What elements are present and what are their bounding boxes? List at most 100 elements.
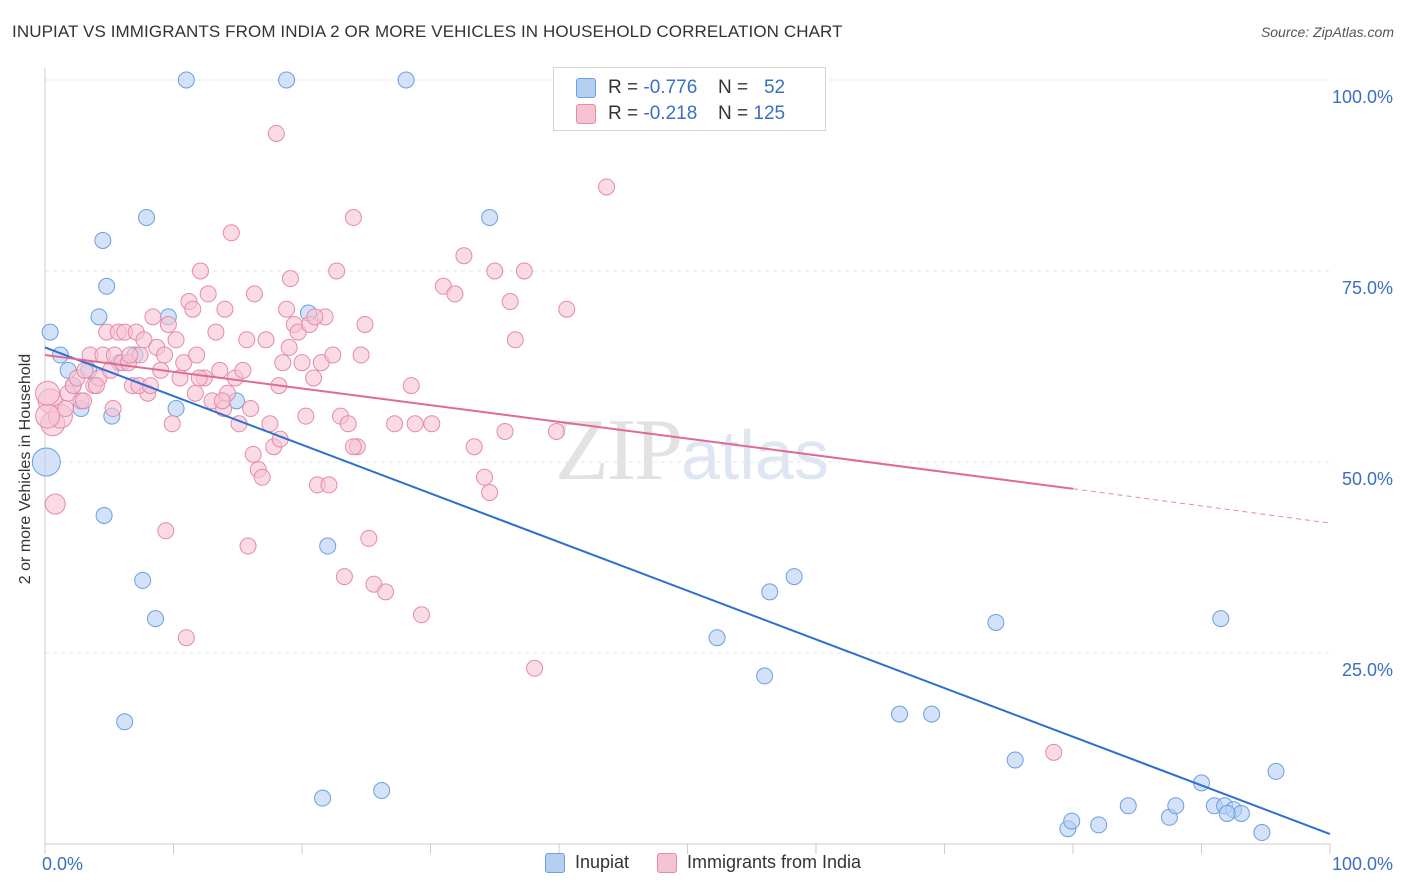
point-inupiat [761, 583, 779, 601]
point-inupiat [1063, 812, 1081, 830]
legend-item-inupiat[interactable]: Inupiat [544, 852, 629, 873]
point-inupiat [708, 629, 726, 647]
point-india [216, 300, 234, 318]
point-india [211, 361, 229, 379]
stats-legend: R = -0.776 N = 52 R = -0.218 N = 125 [553, 67, 826, 131]
point-india [320, 476, 338, 494]
watermark-atlas: atlas [681, 416, 829, 494]
india-n: N = 125 [718, 103, 785, 125]
point-india [297, 407, 315, 425]
point-india [190, 369, 208, 387]
point-india [253, 468, 271, 486]
point-india [159, 315, 177, 333]
point-inupiat [987, 613, 1005, 631]
point-india [135, 331, 153, 349]
x-tick-label: 100.0% [1332, 854, 1393, 874]
point-india [144, 308, 162, 326]
legend-label-inupiat: Inupiat [574, 852, 629, 872]
point-inupiat [1119, 797, 1137, 815]
point-inupiat [481, 209, 499, 227]
watermark: ZIPatlas [555, 400, 829, 501]
legend-label-india: Immigrants from India [686, 852, 862, 872]
n-value: 125 [753, 103, 786, 124]
point-india [35, 380, 61, 406]
chart-title: INUPIAT VS IMMIGRANTS FROM INDIA 2 OR MO… [12, 22, 843, 41]
point-india [207, 323, 225, 341]
point-inupiat [1253, 824, 1271, 842]
point-india [475, 468, 493, 486]
point-india [344, 438, 362, 456]
series-india [35, 124, 1063, 761]
point-india [1045, 743, 1063, 761]
point-india [402, 377, 420, 395]
point-india [335, 568, 353, 586]
point-india [455, 247, 473, 265]
point-inupiat [1232, 804, 1250, 822]
r-label: R = [608, 77, 639, 98]
point-india [558, 300, 576, 318]
point-india [44, 493, 66, 515]
point-india [598, 178, 616, 196]
point-india [222, 224, 240, 242]
inupiat-r: R = -0.776 [608, 77, 718, 99]
point-inupiat [138, 209, 156, 227]
y-tick-label: 25.0% [1342, 660, 1393, 680]
point-india [87, 377, 105, 395]
india-swatch [576, 104, 596, 124]
y-tick-label: 75.0% [1342, 278, 1393, 298]
point-inupiat [95, 506, 113, 524]
r-value: -0.776 [643, 77, 698, 98]
point-india [167, 331, 185, 349]
point-india [344, 209, 362, 227]
point-india [352, 346, 370, 364]
point-india [328, 262, 346, 280]
point-india [191, 262, 209, 280]
point-india [188, 346, 206, 364]
point-inupiat [177, 71, 195, 89]
point-india [35, 403, 61, 429]
point-india [121, 346, 139, 364]
point-india [244, 445, 262, 463]
trendline-india [44, 354, 1074, 490]
point-india [104, 400, 122, 418]
point-india [465, 438, 483, 456]
point-inupiat [90, 308, 108, 326]
point-india [245, 285, 263, 303]
point-inupiat [891, 705, 909, 723]
y-axis-label-wrap: 2 or more Vehicles in Household [16, 354, 36, 584]
point-india [177, 629, 195, 647]
point-india [406, 415, 424, 433]
point-india [324, 346, 342, 364]
legend-item-india[interactable]: Immigrants from India [656, 852, 862, 873]
point-india [234, 361, 252, 379]
point-inupiat [1167, 797, 1185, 815]
point-india [386, 415, 404, 433]
r-label: R = [608, 103, 639, 124]
point-india [175, 354, 193, 372]
point-india [547, 422, 565, 440]
watermark-zip: ZIP [555, 402, 683, 499]
y-axis-label: 2 or more Vehicles in Household [17, 353, 34, 585]
point-india [57, 400, 75, 418]
point-india [267, 124, 285, 142]
point-india [423, 415, 441, 433]
point-india [515, 262, 533, 280]
point-inupiat [756, 667, 774, 685]
point-inupiat [134, 571, 152, 589]
point-india [238, 331, 256, 349]
point-inupiat [319, 537, 337, 555]
stats-row-india: R = -0.218 N = 125 [576, 102, 785, 126]
point-india [280, 338, 298, 356]
series-inupiat [31, 71, 1285, 842]
inupiat-n: N = 52 [718, 77, 785, 99]
inupiat-swatch [576, 78, 596, 98]
legend-swatch-inupiat [544, 852, 565, 873]
point-india [242, 400, 260, 418]
point-india [506, 331, 524, 349]
point-india [501, 293, 519, 311]
point-india [184, 300, 202, 318]
point-inupiat [147, 610, 165, 628]
point-india [274, 354, 292, 372]
point-india [278, 300, 296, 318]
